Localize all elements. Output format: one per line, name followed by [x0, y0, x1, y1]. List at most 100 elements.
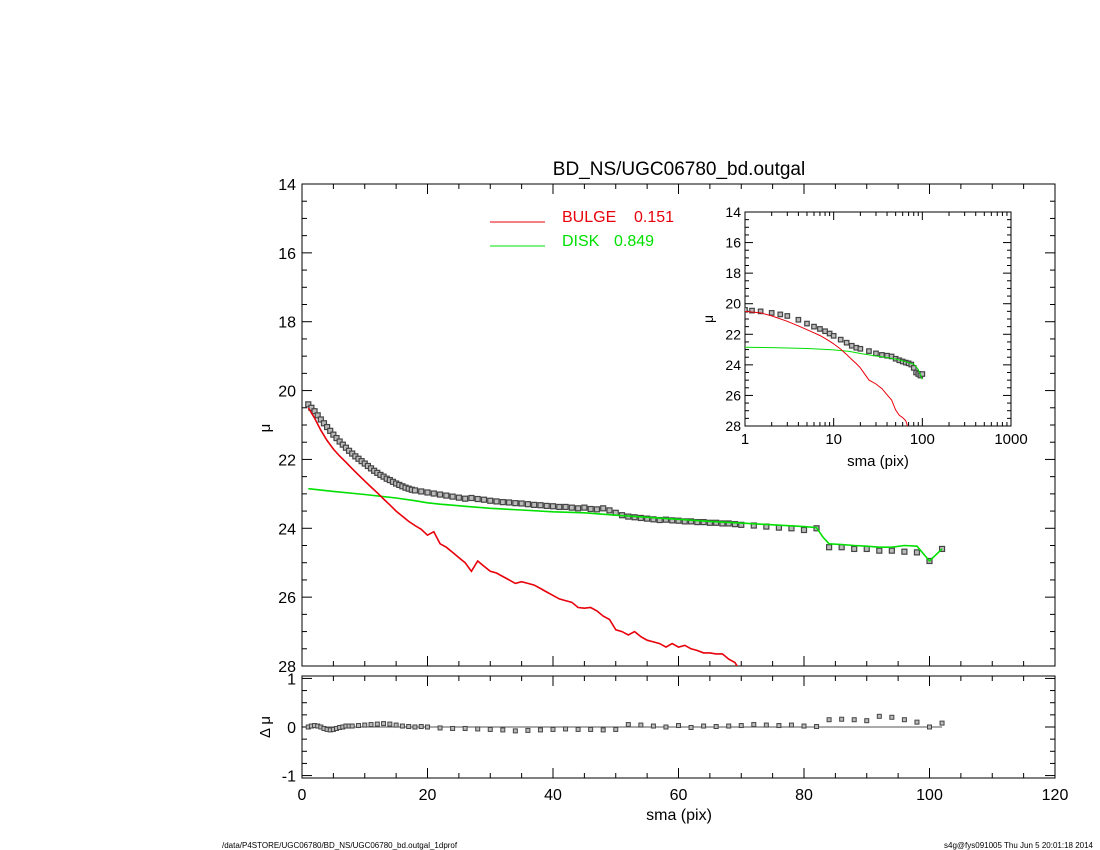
- data-point: [858, 347, 863, 352]
- residual-y-axis-label: Δ μ: [257, 716, 274, 738]
- residual-point: [388, 722, 392, 726]
- main-y-tick-label: 18: [278, 315, 296, 332]
- residual-point: [928, 725, 932, 729]
- inset-y-tick-label: 24: [725, 357, 741, 373]
- data-point: [818, 327, 823, 332]
- residual-x-axis-label: sma (pix): [646, 807, 712, 824]
- main-y-tick-labels: 1416182022242628: [278, 177, 296, 676]
- residual-point: [639, 723, 643, 727]
- data-point: [469, 495, 474, 500]
- footer-timestamp: s4g@fys091005 Thu Jun 5 20:01:18 2014: [944, 841, 1094, 850]
- data-point: [425, 490, 430, 495]
- residual-point: [426, 725, 430, 729]
- residual-point: [375, 722, 379, 726]
- legend-bulge-label: BULGE: [562, 209, 616, 226]
- residual-point: [802, 724, 806, 728]
- residual-point: [940, 721, 944, 725]
- residual-point: [501, 728, 505, 732]
- residual-point: [413, 725, 417, 729]
- residual-point: [890, 715, 894, 719]
- residual-point: [865, 719, 869, 723]
- residual-point: [369, 723, 373, 727]
- data-point: [594, 507, 599, 512]
- residual-point: [614, 727, 618, 731]
- data-point: [838, 337, 843, 342]
- residual-point: [877, 714, 881, 718]
- residual-y-tick-label: 1: [287, 671, 296, 688]
- data-point: [864, 546, 869, 551]
- main-series: [306, 402, 945, 673]
- data-point: [850, 344, 855, 349]
- data-point: [456, 495, 461, 500]
- legend-disk-value: 0.849: [614, 233, 654, 250]
- residual-point: [852, 718, 856, 722]
- data-point: [844, 340, 849, 345]
- data-point: [823, 329, 828, 334]
- inset-y-axis-label: μ: [700, 315, 716, 323]
- data-point: [785, 314, 790, 319]
- residual-point: [840, 717, 844, 721]
- residual-series: [306, 714, 944, 733]
- residual-point: [463, 726, 467, 730]
- data-point: [914, 550, 919, 555]
- main-y-tick-label: 22: [278, 452, 296, 469]
- data-point: [839, 545, 844, 550]
- data-point: [796, 318, 801, 323]
- inset-x-tick-label: 1000: [994, 431, 1027, 448]
- residual-point: [777, 724, 781, 728]
- data-point: [563, 504, 568, 509]
- residual-point: [363, 723, 367, 727]
- data-point: [494, 499, 499, 504]
- data-point: [852, 546, 857, 551]
- data-point: [507, 500, 512, 505]
- data-point: [877, 548, 882, 553]
- data-point: [538, 503, 543, 508]
- data-point: [601, 506, 606, 511]
- inset-x-axis-label: sma (pix): [847, 453, 909, 470]
- residual-point: [601, 728, 605, 732]
- data-point: [831, 334, 836, 339]
- data-point: [569, 505, 574, 510]
- inset-x-tick-label: 100: [910, 431, 935, 448]
- residual-point: [356, 724, 360, 728]
- inset-x-tick-label: 10: [825, 431, 842, 448]
- data-point: [867, 349, 872, 354]
- legend-bulge-value: 0.151: [634, 209, 674, 226]
- residual-x-tick-label: 0: [298, 787, 307, 804]
- inset-y-tick-label: 28: [725, 418, 741, 434]
- main-y-tick-label: 14: [278, 177, 296, 194]
- residual-point: [727, 724, 731, 728]
- inset-y-tick-label: 22: [725, 326, 741, 342]
- legend-disk-label: DISK: [562, 233, 600, 250]
- data-point: [889, 548, 894, 553]
- data-point: [463, 496, 468, 501]
- data-point: [902, 549, 907, 554]
- residual-point: [714, 725, 718, 729]
- data-point: [488, 498, 493, 503]
- residual-point: [677, 724, 681, 728]
- inset-y-tick-label: 16: [725, 235, 741, 251]
- residual-point: [689, 725, 693, 729]
- residual-point: [513, 729, 517, 733]
- data-point: [778, 312, 783, 317]
- data-point: [532, 502, 537, 507]
- inset-y-tick-label: 26: [725, 387, 741, 403]
- legend: BULGE 0.151 DISK 0.849: [490, 209, 674, 250]
- residual-x-tick-label: 40: [544, 787, 562, 804]
- residual-point: [564, 727, 568, 731]
- data-point: [551, 504, 556, 509]
- main-y-axis-label: μ: [257, 424, 274, 433]
- data-point: [431, 491, 436, 496]
- footer-file-path: /data/P4STORE/UGC06780/BD_NS/UGC06780_bd…: [222, 841, 458, 850]
- data-point: [412, 488, 417, 493]
- data-point: [827, 545, 832, 550]
- residual-point: [407, 725, 411, 729]
- residual-point: [451, 726, 455, 730]
- data-point: [450, 494, 455, 499]
- data-point: [419, 489, 424, 494]
- chart-title: BD_NS/UGC06780_bd.outgal: [553, 159, 805, 180]
- residual-point: [902, 718, 906, 722]
- disk-line: [308, 489, 942, 561]
- data-point: [438, 492, 443, 497]
